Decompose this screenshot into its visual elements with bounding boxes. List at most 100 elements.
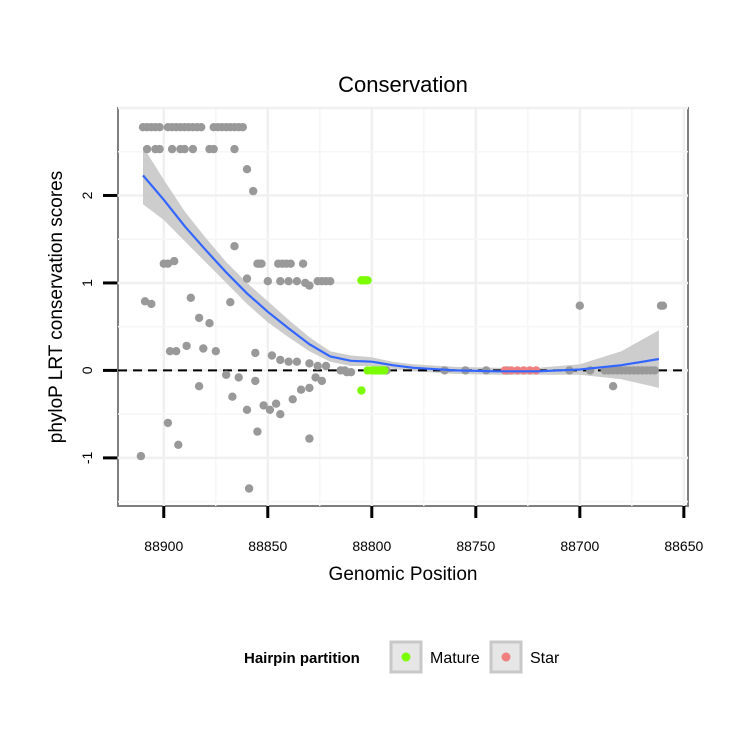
data-point-other xyxy=(163,259,173,268)
data-point-other xyxy=(305,434,314,443)
data-point-other xyxy=(163,418,173,428)
data-point-other xyxy=(188,144,198,154)
data-point-other xyxy=(180,144,189,154)
data-point-other xyxy=(242,405,252,414)
data-point-other xyxy=(136,451,146,461)
data-point-other xyxy=(211,347,220,356)
legend-label-mature: Mature xyxy=(430,650,480,667)
legend-label-star: Star xyxy=(530,650,560,667)
data-point-other xyxy=(292,277,302,286)
data-point-other xyxy=(251,348,260,358)
data-point-other xyxy=(286,259,295,268)
data-point-other xyxy=(321,361,331,371)
legend-title: Hairpin partition xyxy=(244,650,360,667)
data-point-other xyxy=(186,293,195,302)
data-point-other xyxy=(271,399,281,408)
y-tick-label: 1 xyxy=(79,279,95,287)
chart-title: Conservation xyxy=(338,72,468,97)
data-point-other xyxy=(305,383,314,393)
data-point-other xyxy=(284,357,293,366)
smooth-line-layer xyxy=(142,174,660,373)
data-point-other xyxy=(205,319,214,328)
data-point-other xyxy=(346,368,356,377)
data-point-other xyxy=(222,370,231,379)
data-point-other xyxy=(251,376,260,386)
data-point-other xyxy=(238,123,247,132)
data-point-other xyxy=(170,256,179,266)
data-point-other xyxy=(244,484,254,493)
data-point-other xyxy=(298,259,308,268)
x-tick-label: 88700 xyxy=(560,538,599,554)
data-point-other xyxy=(209,144,218,154)
data-point-other xyxy=(199,344,208,353)
data-point-other xyxy=(305,359,314,368)
y-tick-label: 0 xyxy=(79,366,95,374)
confidence-ribbon xyxy=(143,146,659,388)
x-tick-label: 88900 xyxy=(144,538,183,554)
data-point-other xyxy=(317,376,327,386)
data-point-other xyxy=(265,405,275,414)
points-layer xyxy=(136,123,668,493)
data-point-other xyxy=(257,259,266,268)
data-point-other xyxy=(249,186,258,196)
data-point-other xyxy=(155,144,164,154)
data-point-other xyxy=(174,440,183,449)
data-point-other xyxy=(197,123,206,132)
data-point-other xyxy=(167,144,177,154)
data-point-other xyxy=(182,341,191,351)
data-point-other xyxy=(313,361,322,371)
data-point-other xyxy=(259,401,268,410)
data-point-other xyxy=(276,355,285,365)
data-point-other xyxy=(296,385,306,394)
data-point-other xyxy=(276,410,285,419)
data-point-other xyxy=(194,382,204,391)
plot-panel xyxy=(117,107,689,507)
data-point-other xyxy=(276,277,285,286)
x-axis-label: Genomic Position xyxy=(329,564,478,585)
x-tick-label: 88850 xyxy=(248,538,287,554)
y-axis-label: phyloP LRT conservation scores xyxy=(46,171,67,444)
data-point-other xyxy=(284,277,293,286)
data-point-other xyxy=(292,357,302,366)
data-point-other xyxy=(242,165,252,174)
series-mature xyxy=(357,276,389,395)
data-point-mature xyxy=(363,276,372,285)
x-tick-label: 88750 xyxy=(456,538,495,554)
data-point-other xyxy=(575,301,584,310)
data-point-other xyxy=(608,382,618,391)
data-point-other xyxy=(155,123,164,132)
data-point-other xyxy=(226,298,235,307)
data-point-other xyxy=(305,281,314,290)
data-point-other xyxy=(147,299,156,309)
data-point-other xyxy=(253,427,262,436)
data-point-other xyxy=(194,313,204,323)
legend-key-mature xyxy=(389,640,423,674)
data-point-mature xyxy=(357,386,366,395)
y-tick-label: 2 xyxy=(79,191,95,199)
legend: Hairpin partition Mature Star xyxy=(244,640,560,674)
data-point-other xyxy=(311,373,320,382)
data-point-other xyxy=(267,351,277,360)
data-point-other xyxy=(142,144,152,154)
data-point-other xyxy=(230,144,239,154)
data-point-other xyxy=(650,366,659,375)
data-point-other xyxy=(242,274,252,283)
legend-dot-mature xyxy=(401,652,411,662)
data-point-other xyxy=(172,347,181,356)
data-point-other xyxy=(263,277,272,286)
smooth-trend-line xyxy=(142,174,660,373)
confidence-ribbon-layer xyxy=(143,146,659,388)
legend-dot-star xyxy=(501,652,511,662)
data-point-other xyxy=(234,373,243,382)
axes-layer: 88900 88850 88800 88750 88700 88650 -1 0 1 2 xyxy=(79,191,704,554)
data-point-other xyxy=(140,297,150,306)
x-tick-label: 88800 xyxy=(352,538,391,554)
x-tick-label: 88650 xyxy=(664,538,703,554)
data-point-other xyxy=(165,347,175,356)
data-point-other xyxy=(288,395,297,404)
data-point-other xyxy=(228,392,237,401)
data-point-other xyxy=(230,242,239,251)
data-point-mature xyxy=(380,366,389,375)
y-tick-label: -1 xyxy=(79,451,95,464)
